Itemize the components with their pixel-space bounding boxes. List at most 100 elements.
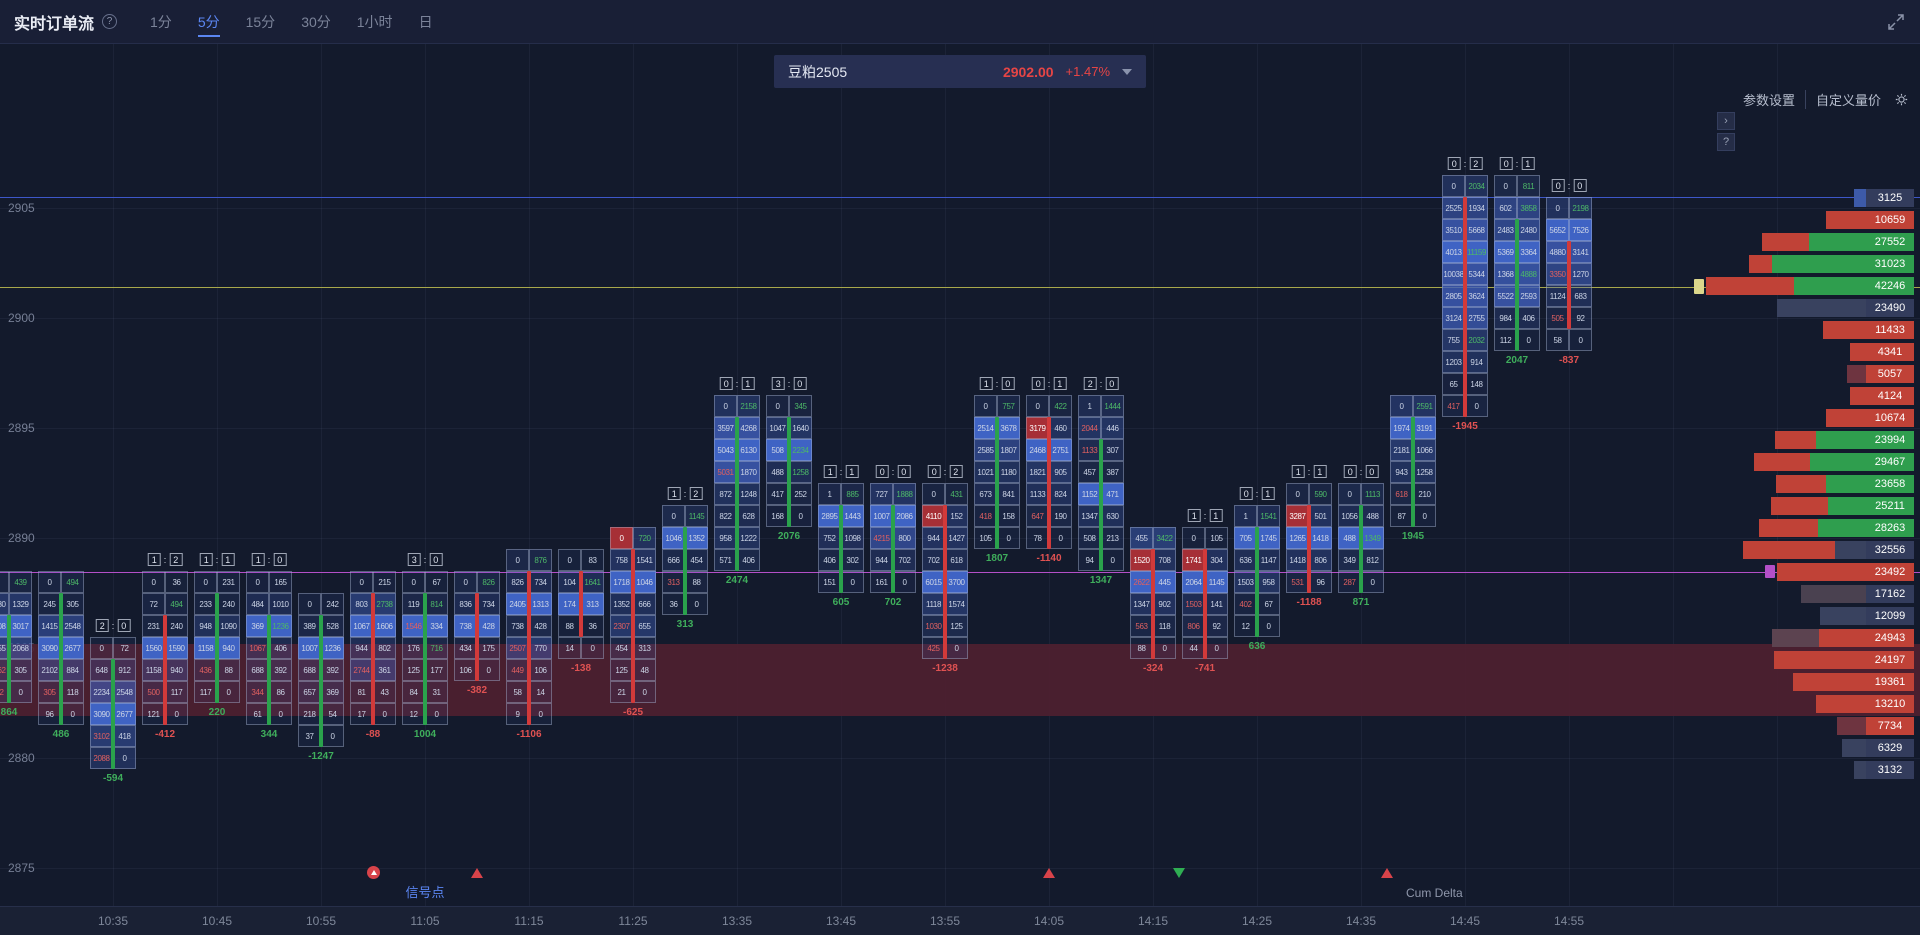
footprint-cell: 58 <box>1546 329 1569 351</box>
panel-next-button[interactable]: › <box>1717 112 1735 130</box>
volume-bar-segment <box>1742 541 1836 559</box>
footprint-cell: 1503 <box>1234 571 1257 593</box>
time-label: 11:05 <box>410 914 440 928</box>
candle-delta-value: 313 <box>676 619 694 630</box>
footprint-cell: 905 <box>1049 461 1072 483</box>
footprint-cell: 0 <box>194 571 217 593</box>
price-label: 2875 <box>8 861 35 875</box>
footprint-cell: 118 <box>61 681 84 703</box>
footprint-cell: 488 <box>1338 527 1361 549</box>
tab-timeframe-1[interactable]: 5分 <box>185 0 233 43</box>
candle-delta-line-up <box>1099 439 1103 571</box>
footprint-cell: 803 <box>350 593 373 615</box>
candle-delta-value: -88 <box>365 729 381 740</box>
footprint-cell: 2234 <box>789 439 812 461</box>
footprint-cell: 1236 <box>321 637 344 659</box>
footprint-cell: 84 <box>402 681 425 703</box>
footprint-cell: 0 <box>974 395 997 417</box>
footprint-cell: 460 <box>1049 417 1072 439</box>
footprint-cell: 943 <box>1390 461 1413 483</box>
footprint-cell: 940 <box>217 637 240 659</box>
footprint-row: 484 1010 <box>246 593 292 615</box>
footprint-cell: 0 <box>1182 527 1205 549</box>
footprint-cell: 10038 <box>1442 263 1465 285</box>
candle-delta-line-up <box>7 615 11 703</box>
candle-delta-line-up <box>1255 527 1259 637</box>
volume-value: 12099 <box>1866 607 1914 625</box>
footprint-cell: 872 <box>714 483 737 505</box>
help-icon[interactable]: ? <box>102 14 118 29</box>
volume-profile-row: 13210 <box>1816 694 1914 714</box>
footprint-cell: 822 <box>714 505 737 527</box>
footprint-cell: 814 <box>425 593 448 615</box>
footprint-cell: 2468 <box>1026 439 1049 461</box>
footprint-row: 0 242 <box>298 593 344 615</box>
footprint-cell: 2548 <box>113 681 136 703</box>
footprint-cell: 734 <box>529 571 552 593</box>
footprint-cell: 1030 <box>922 615 945 637</box>
footprint-row: 17 0 <box>350 703 396 725</box>
fullscreen-icon[interactable] <box>1886 12 1906 32</box>
time-label: 13:55 <box>929 914 961 928</box>
footprint-row: 0 431 <box>922 483 968 505</box>
footprint-cell: 1124 <box>1546 285 1569 307</box>
footprint-cell: 571 <box>714 549 737 571</box>
footprint-cell: 141 <box>1205 593 1228 615</box>
candle-delta-value: 220 <box>208 707 226 718</box>
footprint-cell: 5344 <box>1465 263 1488 285</box>
footprint-cell: 1258 <box>1413 461 1436 483</box>
imbalance-label: 0:1 <box>1499 157 1535 170</box>
footprint-cell: 1807 <box>997 439 1020 461</box>
time-gridline <box>1257 44 1258 906</box>
instrument-selector[interactable]: 豆粕2505 2902.00 +1.47% <box>774 55 1146 88</box>
candle-delta-line-up <box>683 527 687 615</box>
tab-timeframe-3[interactable]: 30分 <box>301 13 331 30</box>
candle-delta-value: 486 <box>52 729 70 740</box>
chart-toolbar: 参数设置 自定义量价 <box>1733 90 1908 109</box>
footprint-row: 0 2591 <box>1390 395 1436 417</box>
footprint-cell: 2102 <box>38 659 61 681</box>
footprint-cell: 727 <box>870 483 893 505</box>
footprint-cell: 1745 <box>1257 527 1280 549</box>
tab-timeframe-0[interactable]: 1分 <box>150 13 172 30</box>
footprint-cell: 0 <box>945 637 968 659</box>
time-gridline <box>529 44 530 906</box>
volume-profile-row: 7734 <box>1836 716 1914 736</box>
custom-volume-link[interactable]: 自定义量价 <box>1804 90 1891 109</box>
footprint-row: 948 1090 <box>194 615 240 637</box>
cum-delta-label: Cum Delta <box>1406 886 1463 900</box>
time-label: 11:15 <box>514 914 544 928</box>
tab-timeframe-5[interactable]: 日 <box>418 13 433 30</box>
footprint-cell: 406 <box>818 549 841 571</box>
tab-timeframe-2[interactable]: 15分 <box>245 13 276 30</box>
volume-value: 7734 <box>1866 717 1914 735</box>
timeframe-tabs: 1分 5分 15分 30分 1小时 日 <box>137 0 446 43</box>
volume-profile-row: 4124 <box>1850 386 1914 406</box>
param-settings-link[interactable]: 参数设置 <box>1742 93 1795 108</box>
footprint-cell: 81 <box>350 681 373 703</box>
footprint-cell: 0 <box>1257 615 1280 637</box>
footprint-cell: 2751 <box>1049 439 1072 461</box>
footprint-cell: 231 <box>217 571 240 593</box>
candle-delta-line-up <box>59 593 63 725</box>
footprint-cell: 702 <box>893 549 916 571</box>
candle-delta-value: -1945 <box>1452 421 1478 432</box>
footprint-cell: 1066 <box>1413 439 1436 461</box>
volume-value: 32556 <box>1866 541 1914 559</box>
tab-timeframe-4[interactable]: 1小时 <box>356 13 393 30</box>
panel-help-button[interactable]: ? <box>1717 133 1735 151</box>
imbalance-label: 1:2 <box>667 487 703 500</box>
footprint-row: 174 313 <box>558 593 604 615</box>
footprint-cell: 345 <box>789 395 812 417</box>
chevron-down-icon[interactable] <box>1122 68 1132 75</box>
footprint-cell: 1090 <box>217 615 240 637</box>
gear-icon[interactable] <box>1895 93 1908 106</box>
footprint-cell: 454 <box>610 637 633 659</box>
candle-delta-value: 2474 <box>725 575 749 586</box>
footprint-row: 958 1222 <box>714 527 760 549</box>
price-gridline <box>0 538 1920 539</box>
footprint-cell: 812 <box>1361 549 1384 571</box>
volume-bar-segment <box>1850 387 1866 405</box>
footprint-row: 417 0 <box>1442 395 1488 417</box>
